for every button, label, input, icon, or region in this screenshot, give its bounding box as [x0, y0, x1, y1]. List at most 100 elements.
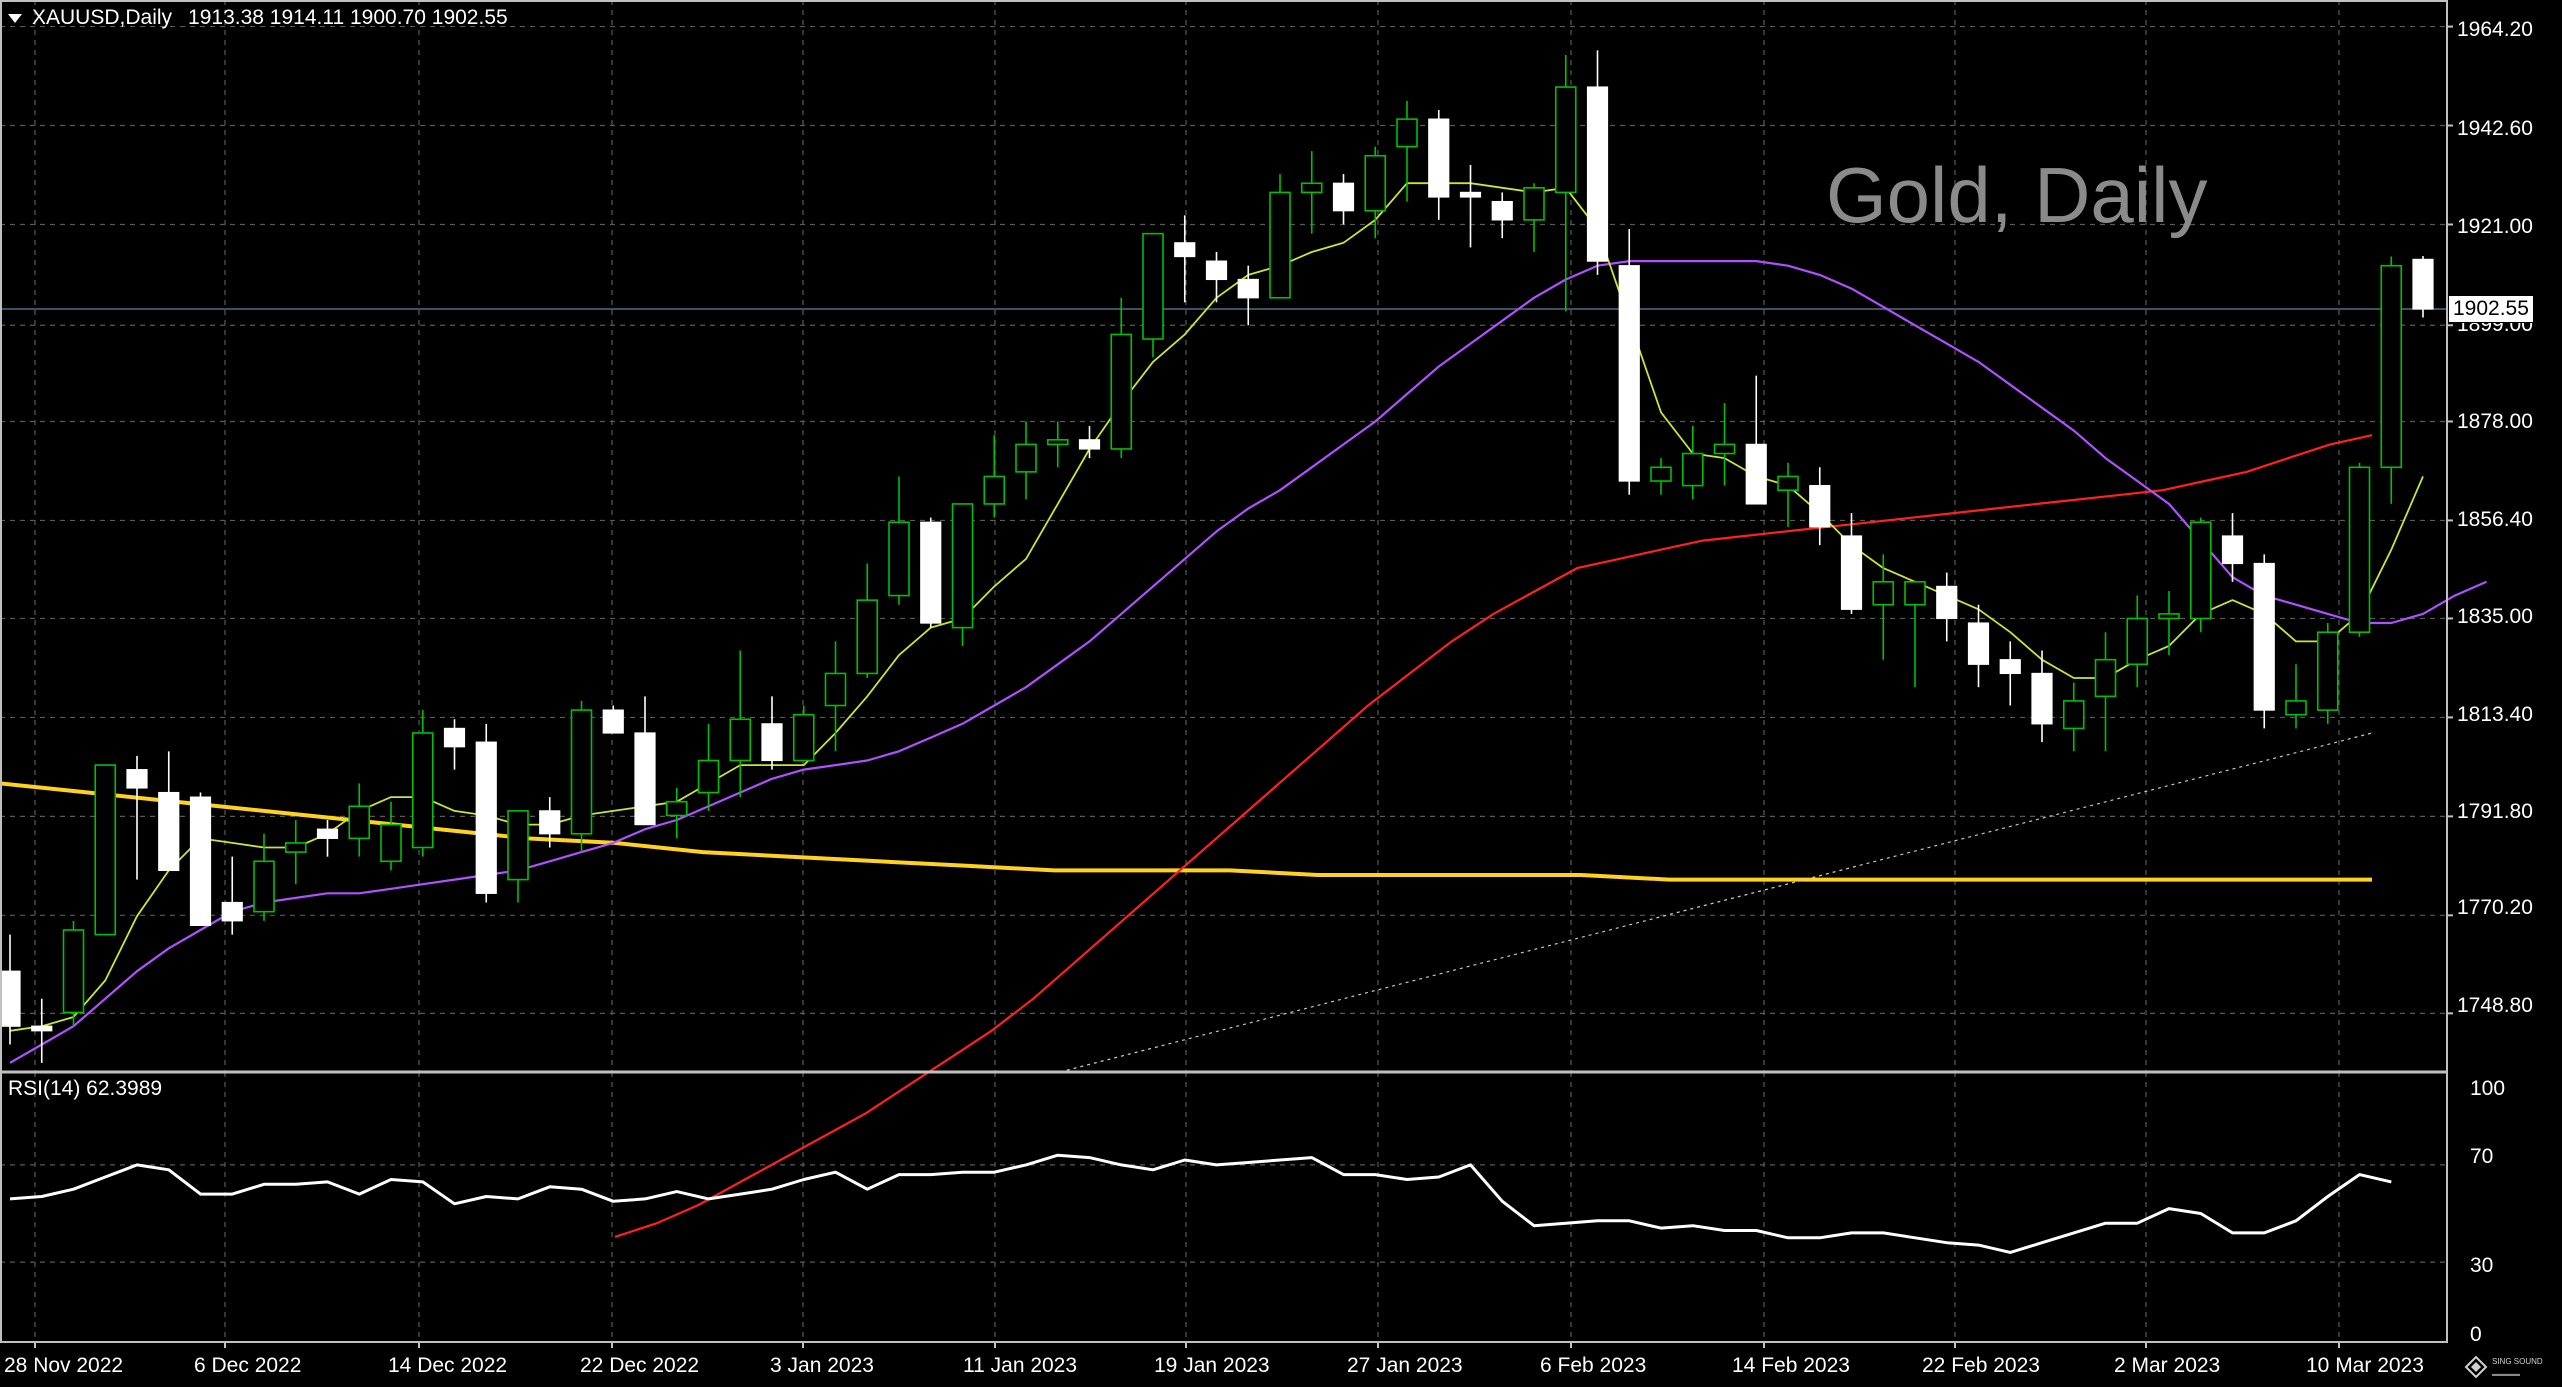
candle-body-bull [507, 810, 529, 881]
candle [824, 641, 847, 752]
candle-body-bull [792, 713, 815, 762]
candle-body-bear [126, 769, 148, 789]
rsi-label: RSI(14) 62.3989 [8, 1077, 163, 1100]
candle-body-bull [951, 503, 974, 629]
time-axis-label: 28 Nov 2022 [4, 1354, 124, 1377]
candle-body-bear [443, 727, 466, 748]
candle-body-bear [31, 1025, 53, 1032]
candle [2412, 256, 2434, 318]
candle [634, 696, 656, 826]
candle [983, 435, 1006, 518]
rsi-axis-label: 0 [2470, 1323, 2482, 1346]
candle [1650, 458, 1672, 495]
candle-body-bull [348, 805, 371, 840]
candle [1872, 554, 1895, 660]
candle [1554, 54, 1577, 312]
candle-body-bull [2158, 613, 2180, 620]
candle [1110, 297, 1133, 459]
candle-body-bear [2031, 672, 2053, 725]
time-axis-label: 2 Mar 2023 [2114, 1354, 2221, 1377]
candle [380, 801, 402, 871]
candle-body-bull [411, 732, 434, 849]
candle-body-bull [1364, 154, 1387, 212]
candle [2348, 462, 2371, 637]
candle-body-bull [1110, 333, 1133, 450]
candle [2062, 682, 2085, 752]
candle-body-bull [253, 860, 275, 913]
svg-text:▬▬▬▬: ▬▬▬▬ [2492, 1371, 2520, 1378]
candle [1015, 421, 1037, 500]
candle [31, 998, 53, 1063]
candle-body-bull [62, 929, 85, 1014]
trend-line-dotted [1059, 732, 2373, 1073]
candle [221, 856, 243, 935]
chart-header: XAUUSD,Daily 1913.38 1914.11 1900.70 1902… [8, 6, 508, 30]
time-axis-label: 22 Feb 2023 [1922, 1354, 2040, 1377]
candle [1364, 146, 1387, 239]
candle-body-bull [1872, 581, 1895, 606]
candle [253, 833, 275, 921]
candle [1999, 641, 2021, 706]
candle-body-bull [2316, 631, 2339, 711]
rsi-axis-label: 30 [2470, 1254, 2494, 1277]
current-price-tag: 1902.55 [2448, 295, 2534, 323]
candle-body-bull [2062, 700, 2085, 730]
price-axis-label: 1791.80 [2457, 800, 2533, 823]
candle-body-bear [1174, 242, 1196, 258]
price-axis-label: 1770.20 [2457, 896, 2533, 919]
candle [1046, 421, 1069, 468]
rsi-panel [9, 1153, 2392, 1254]
candle-body-bull [2126, 617, 2149, 666]
candle [761, 696, 783, 770]
candle [792, 705, 815, 762]
candle [2221, 513, 2244, 582]
candle [1967, 604, 1990, 688]
dropdown-triangle-icon[interactable] [8, 13, 22, 23]
candle-body-bear [1237, 278, 1259, 299]
candle [1459, 164, 1482, 248]
candle [888, 476, 910, 605]
candle-body-bear [1205, 260, 1228, 281]
candle [2031, 650, 2053, 743]
candle-body-bear [602, 709, 624, 734]
time-axis-label: 19 Jan 2023 [1154, 1354, 1270, 1377]
time-axis-label: 6 Feb 2023 [1540, 1354, 1647, 1377]
candle [951, 503, 974, 646]
frame [0, 0, 2453, 1348]
logo-text: SING SOUND [2492, 1357, 2543, 1366]
candle-body-bear [1078, 439, 1101, 450]
low-value: 1900.70 [350, 6, 426, 29]
candle-body-bull [1269, 191, 1291, 299]
candle [1428, 109, 1450, 220]
candle-body-bear [1745, 443, 1767, 505]
candle [539, 797, 561, 848]
ma-mid-line [9, 260, 2487, 1064]
candle-body-bear [2221, 535, 2244, 565]
candle-body-bear [1809, 485, 1831, 528]
candle [729, 650, 752, 798]
candle-body-bear [539, 810, 561, 835]
candle-body-bear [2412, 258, 2434, 310]
ma-fast-line [9, 182, 2424, 1032]
time-axis-label: 27 Jan 2023 [1347, 1354, 1463, 1377]
candle [1936, 572, 1958, 642]
candle [348, 783, 371, 857]
price-axis-label: 1921.00 [2457, 215, 2533, 238]
rsi-axis-label: 100 [2470, 1077, 2506, 1100]
candle [1713, 403, 1736, 486]
candle [1777, 462, 1799, 527]
candle [1332, 174, 1355, 225]
candle [1618, 229, 1640, 495]
candle [1745, 375, 1767, 505]
candle-body-bear [0, 970, 21, 1027]
time-axis-label: 14 Feb 2023 [1732, 1354, 1850, 1377]
candle-body-bull [570, 709, 593, 835]
candle [1142, 232, 1164, 358]
candle-body-bull [1015, 443, 1037, 473]
price-axis-label: 1748.80 [2457, 994, 2533, 1017]
candlesticks [0, 50, 2434, 1063]
candle-body-bull [1300, 182, 1323, 194]
candle [602, 705, 624, 734]
grid [0, 0, 2447, 1342]
